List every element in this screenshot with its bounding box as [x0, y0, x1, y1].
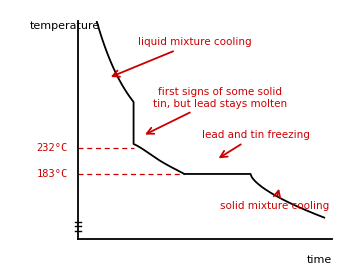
Text: 232°C: 232°C — [36, 143, 67, 153]
Text: temperature: temperature — [29, 21, 100, 31]
Text: time: time — [306, 255, 332, 265]
Text: first signs of some solid
tin, but lead stays molten: first signs of some solid tin, but lead … — [147, 87, 287, 134]
Text: lead and tin freezing: lead and tin freezing — [202, 130, 310, 157]
Text: liquid mixture cooling: liquid mixture cooling — [113, 38, 251, 77]
Text: 183°C: 183°C — [36, 169, 67, 179]
Text: solid mixture cooling: solid mixture cooling — [220, 191, 329, 211]
